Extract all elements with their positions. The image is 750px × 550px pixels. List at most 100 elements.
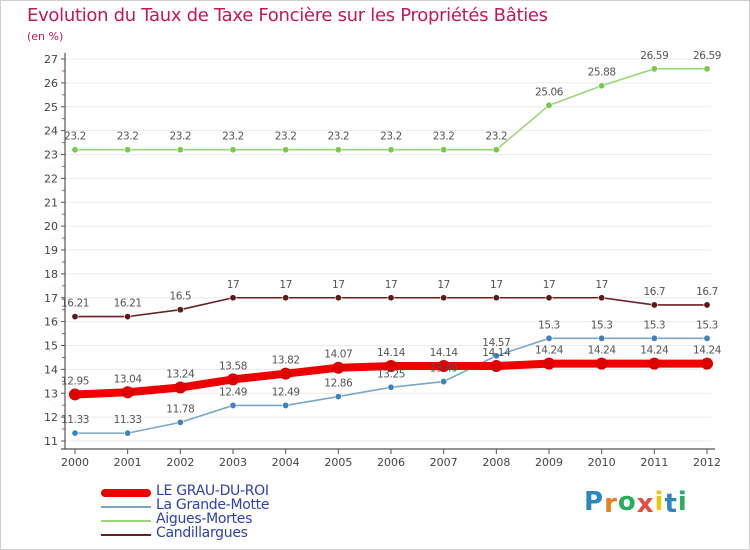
data-point <box>650 334 658 342</box>
x-tick-label: 2007 <box>430 456 458 469</box>
data-label: 17 <box>595 279 608 291</box>
data-label: 17 <box>543 279 556 291</box>
data-label: 23.2 <box>169 131 191 143</box>
y-tick-label: 23 <box>44 149 58 162</box>
data-label: 17 <box>385 279 398 291</box>
legend-label: La Grande-Motte <box>156 497 270 513</box>
data-point <box>492 352 500 360</box>
data-label: 13.04 <box>114 373 143 385</box>
x-tick-label: 2012 <box>693 456 721 469</box>
data-point <box>543 357 555 370</box>
legend-swatch <box>101 520 151 522</box>
data-point <box>545 334 553 342</box>
axes: 11 12 13 14 15 16 17 18 19 20 21 22 23 24 25 26 27 2000 20… <box>44 53 721 469</box>
chart-subtitle: (en %) <box>27 30 64 43</box>
data-label: 14.57 <box>482 337 510 349</box>
data-point <box>387 383 395 391</box>
data-point <box>279 367 292 380</box>
data-label: 15.3 <box>538 319 560 331</box>
data-label: 26.59 <box>693 50 721 62</box>
x-tick-label: 2008 <box>482 456 510 469</box>
legend-swatch <box>101 534 151 536</box>
data-point <box>703 334 711 342</box>
data-point <box>229 401 237 409</box>
data-point <box>332 361 345 374</box>
data-point <box>174 381 187 394</box>
data-point <box>282 146 290 154</box>
data-point <box>598 294 606 302</box>
y-tick-label: 19 <box>44 244 58 257</box>
chart-title: Evolution du Taux de Taxe Foncière sur l… <box>27 5 548 26</box>
data-point <box>71 429 79 437</box>
y-tick-label: 26 <box>44 77 58 90</box>
legend-swatch <box>101 506 151 508</box>
data-label: 23.2 <box>275 131 297 143</box>
y-tick-label: 18 <box>44 268 58 281</box>
y-tick-label: 16 <box>44 316 58 329</box>
x-tick-label: 2001 <box>114 456 142 469</box>
data-point <box>545 101 553 109</box>
y-tick-label: 20 <box>44 220 58 233</box>
y-tick-label: 22 <box>44 172 58 185</box>
data-point <box>387 146 395 154</box>
series-group <box>69 65 713 437</box>
data-label: 14.24 <box>535 345 564 357</box>
data-point <box>703 65 711 73</box>
data-label: 17 <box>332 279 345 291</box>
data-label: 14.24 <box>640 345 669 357</box>
data-point <box>121 386 134 399</box>
data-label: 14.14 <box>482 347 511 359</box>
data-label: 12.49 <box>219 386 247 398</box>
data-point <box>176 418 184 426</box>
brand-letter: i <box>654 487 665 517</box>
legend-label: LE GRAU-DU-ROI <box>156 483 269 499</box>
x-tick-label: 2000 <box>61 456 89 469</box>
y-tick-label: 12 <box>44 411 58 424</box>
x-tick-label: 2005 <box>324 456 352 469</box>
data-label: 16.7 <box>696 286 718 298</box>
data-label: 23.2 <box>327 131 349 143</box>
data-point <box>229 294 237 302</box>
y-tick-label: 17 <box>44 292 58 305</box>
data-point <box>598 82 606 90</box>
x-tick-label: 2009 <box>535 456 563 469</box>
data-point <box>492 146 500 154</box>
data-label: 17 <box>437 279 450 291</box>
brand-letter: t <box>664 489 678 519</box>
data-point <box>124 429 132 437</box>
data-label: 23.2 <box>222 131 244 143</box>
data-label: 13.58 <box>219 360 247 372</box>
data-point <box>334 294 342 302</box>
data-label: 15.3 <box>696 319 718 331</box>
data-label: 13.49 <box>430 363 458 375</box>
data-label: 15.3 <box>643 319 665 331</box>
x-tick-label: 2010 <box>588 456 616 469</box>
data-label: 13.24 <box>166 369 195 381</box>
data-label: 16.21 <box>61 298 89 310</box>
data-point <box>650 65 658 73</box>
data-point <box>124 313 132 321</box>
data-point <box>385 360 397 373</box>
x-tick-label: 2006 <box>377 456 405 469</box>
data-label: 11.33 <box>114 414 142 426</box>
y-tick-label: 24 <box>44 125 58 138</box>
x-tick-label: 2002 <box>166 456 194 469</box>
data-point <box>490 360 503 373</box>
data-point <box>650 301 658 309</box>
data-label: 25.06 <box>535 86 564 98</box>
data-point <box>282 401 290 409</box>
data-point <box>440 294 448 302</box>
data-label: 12.86 <box>324 378 353 390</box>
y-tick-label: 14 <box>44 363 58 376</box>
data-label: 23.2 <box>485 131 507 143</box>
data-point <box>492 294 500 302</box>
data-point <box>124 146 132 154</box>
data-point <box>282 294 290 302</box>
data-label: 26.59 <box>640 50 668 62</box>
data-label: 12.95 <box>61 375 89 387</box>
y-tick-label: 25 <box>44 101 58 114</box>
data-point <box>598 334 606 342</box>
data-point <box>648 357 661 370</box>
x-tick-label: 2004 <box>272 456 300 469</box>
data-point <box>229 146 237 154</box>
